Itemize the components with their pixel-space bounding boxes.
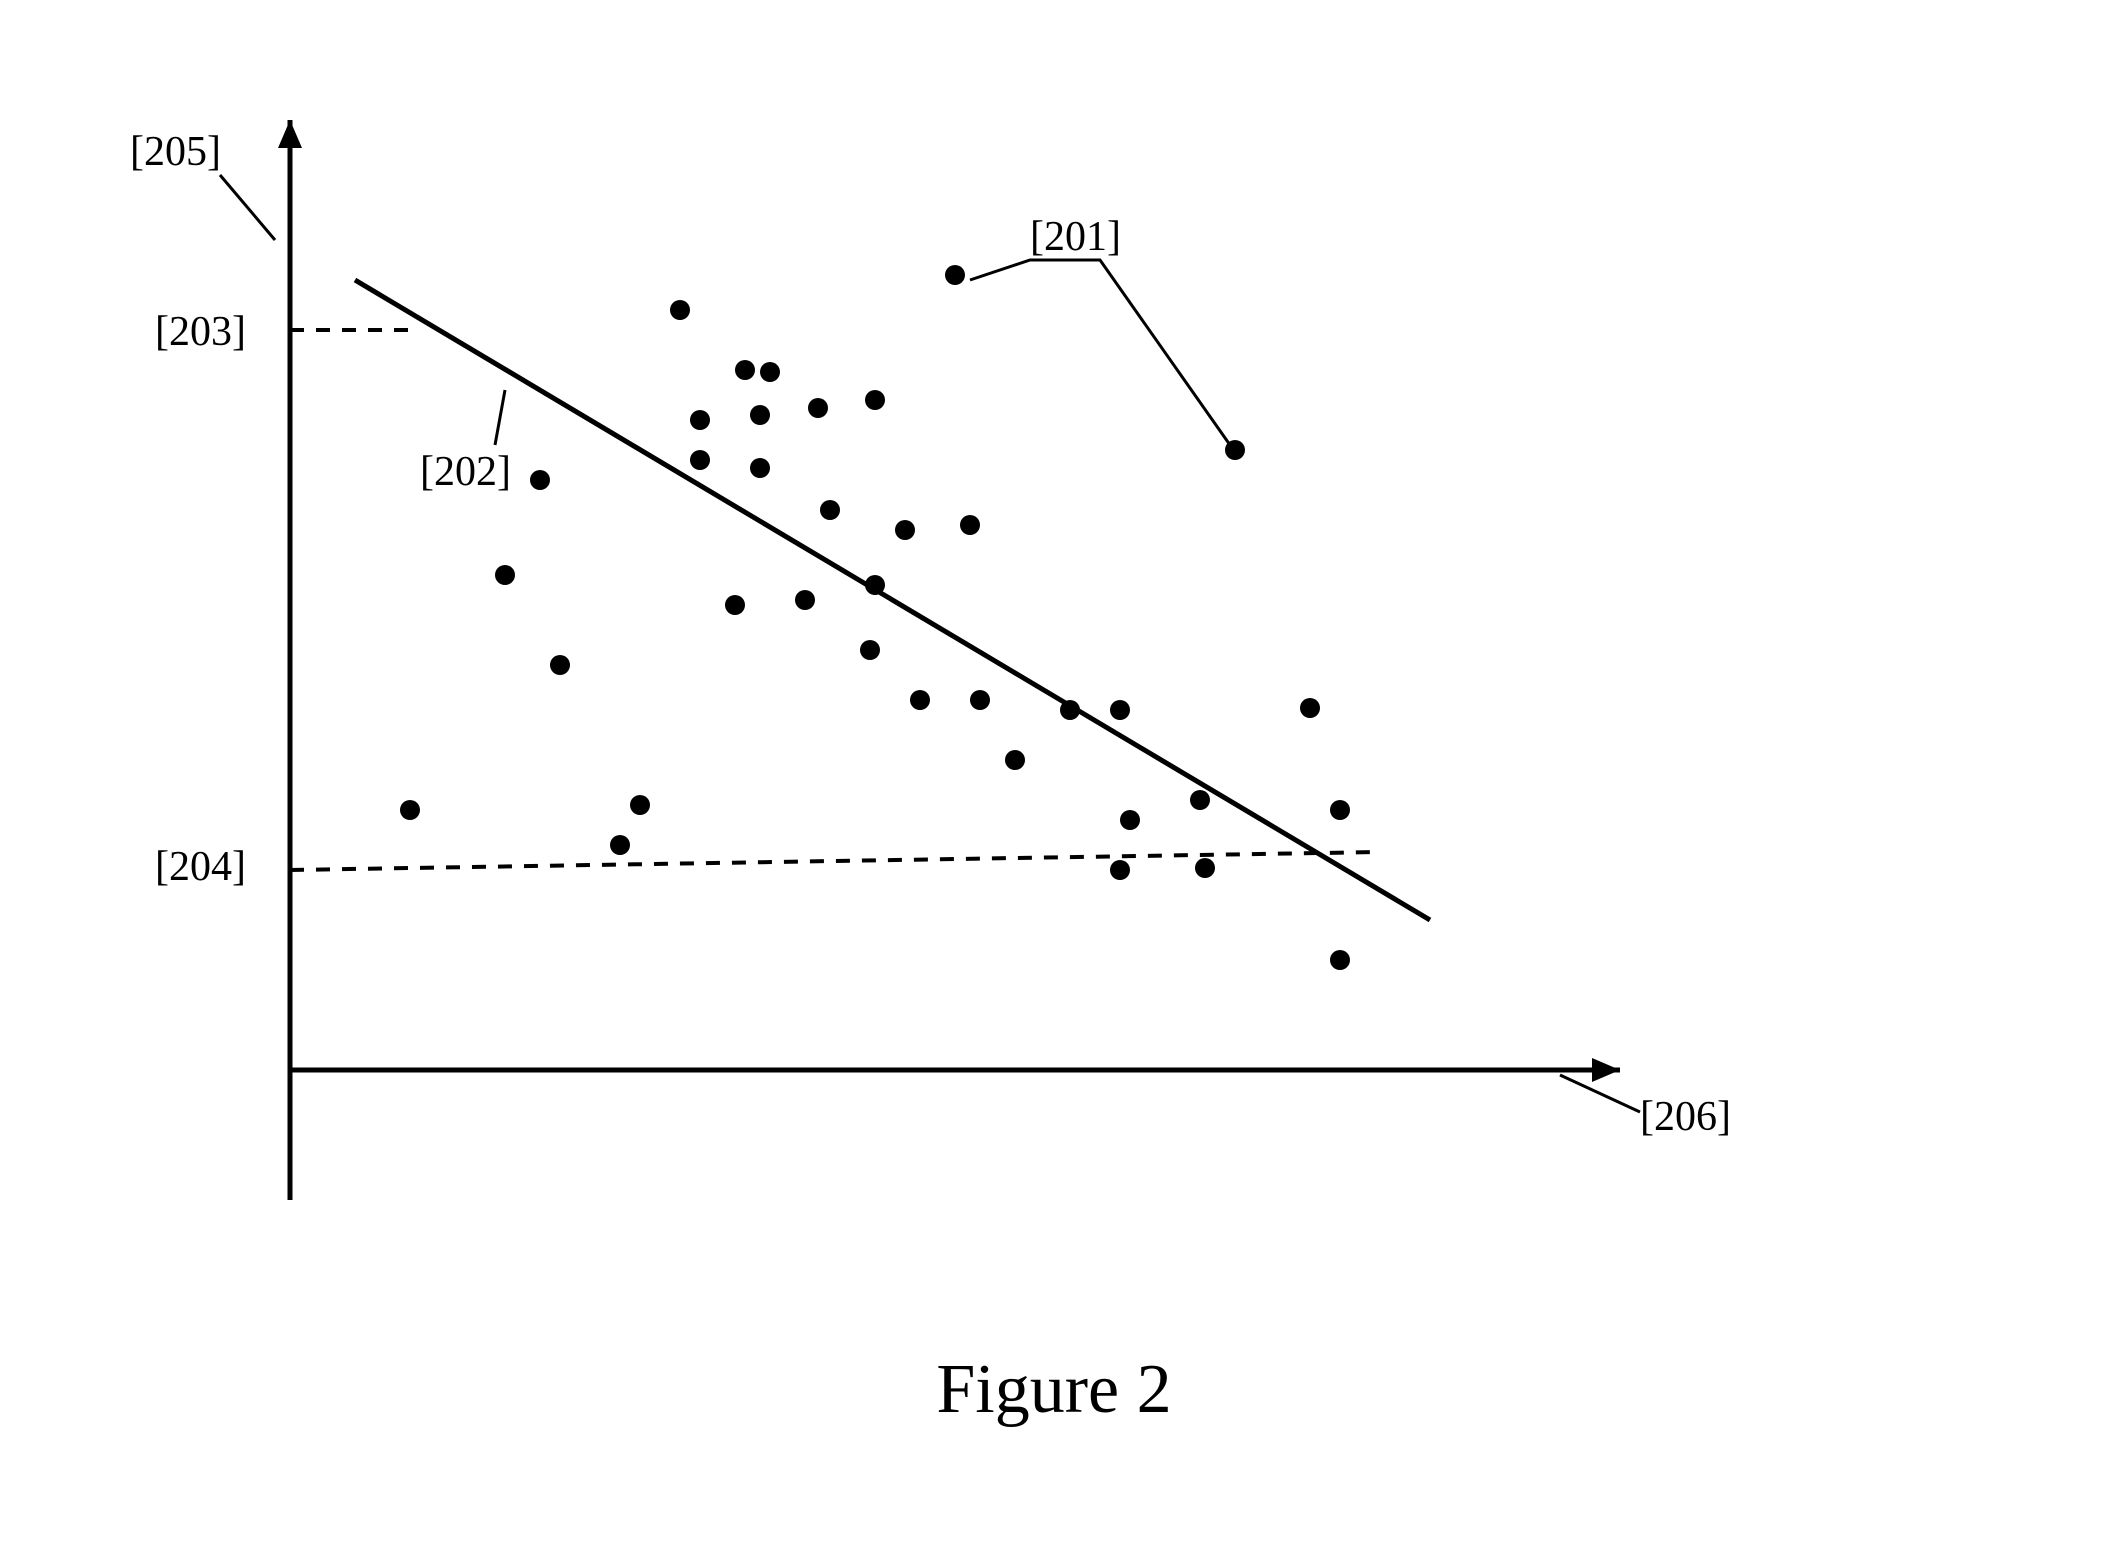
data-point xyxy=(690,410,710,430)
data-point xyxy=(865,575,885,595)
data-point xyxy=(735,360,755,380)
data-point xyxy=(630,795,650,815)
data-point xyxy=(530,470,550,490)
figure-caption: Figure 2 xyxy=(0,1350,2108,1430)
scatter-chart: [201] [202] [203] [204] [205] [206] xyxy=(0,0,2108,1544)
reference-label-203: [203] xyxy=(155,309,246,355)
reference-label-205: [205] xyxy=(130,129,221,175)
data-point xyxy=(400,800,420,820)
data-point xyxy=(750,458,770,478)
data-point xyxy=(1190,790,1210,810)
data-point xyxy=(610,835,630,855)
reference-label-204: [204] xyxy=(155,844,246,890)
data-point xyxy=(860,640,880,660)
data-point xyxy=(690,450,710,470)
data-point xyxy=(495,565,515,585)
data-point xyxy=(960,515,980,535)
data-point xyxy=(670,300,690,320)
data-point xyxy=(1110,700,1130,720)
data-point xyxy=(865,390,885,410)
figure-container: [201] [202] [203] [204] [205] [206] Figure 2 xyxy=(0,0,2108,1544)
data-point xyxy=(1330,950,1350,970)
data-point xyxy=(1120,810,1140,830)
reference-label-206: [206] xyxy=(1640,1094,1731,1140)
data-point xyxy=(725,595,745,615)
data-point xyxy=(945,265,965,285)
data-point xyxy=(1060,700,1080,720)
reference-label-201: [201] xyxy=(1030,214,1121,260)
data-point xyxy=(795,590,815,610)
data-point xyxy=(808,398,828,418)
data-point xyxy=(1300,698,1320,718)
data-point xyxy=(550,655,570,675)
data-point xyxy=(970,690,990,710)
data-point xyxy=(895,520,915,540)
data-point xyxy=(750,405,770,425)
reference-label-202: [202] xyxy=(420,449,511,495)
data-point xyxy=(1195,858,1215,878)
data-point xyxy=(910,690,930,710)
data-point xyxy=(820,500,840,520)
data-point xyxy=(1005,750,1025,770)
data-point xyxy=(1330,800,1350,820)
data-point xyxy=(760,362,780,382)
data-point xyxy=(1110,860,1130,880)
